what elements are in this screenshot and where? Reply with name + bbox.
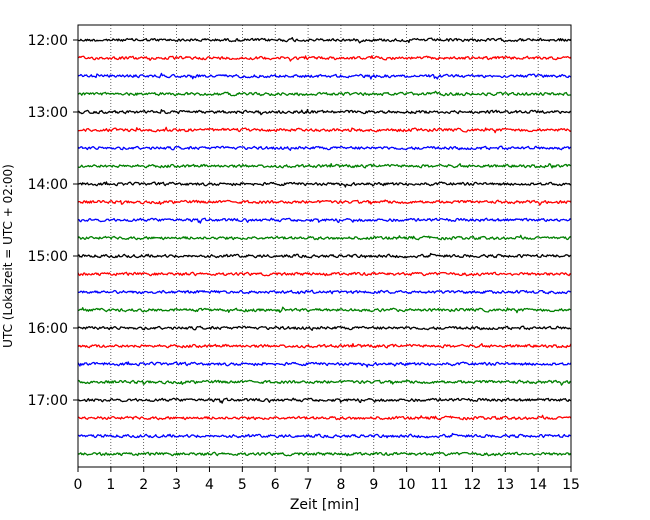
x-tick-label: 5 [238, 477, 247, 493]
plot-frame [77, 24, 572, 468]
x-tick-label: 11 [431, 477, 449, 493]
seismic-trace [77, 343, 572, 349]
traces [77, 37, 572, 457]
seismic-trace [77, 126, 572, 134]
x-axis-label: Zeit [min] [290, 497, 359, 513]
seismic-trace [77, 55, 572, 62]
seismic-trace [77, 163, 572, 169]
seismic-trace [77, 199, 572, 206]
seismic-trace [77, 414, 572, 421]
seismic-trace [77, 37, 572, 44]
x-tick-label: 12 [463, 477, 481, 493]
seismic-trace [77, 90, 572, 97]
seismic-trace [77, 289, 572, 295]
seismic-trace [77, 234, 572, 241]
x-ticks: 0 1 2 3 4 5 6 7 8 9 10 11 12 13 14 15 [74, 467, 580, 493]
seismic-trace [77, 306, 572, 314]
x-tick-label: 2 [139, 477, 148, 493]
x-tick-label: 14 [529, 477, 547, 493]
x-tick-label: 8 [336, 477, 345, 493]
seismic-trace [77, 361, 572, 368]
seismic-trace [77, 397, 572, 404]
y-tick-label: 14:00 [28, 177, 68, 193]
seismic-trace [77, 108, 572, 116]
y-tick-label: 15:00 [28, 249, 68, 265]
seismic-trace [77, 252, 572, 259]
y-tick-label: 17:00 [28, 393, 68, 409]
x-tick-label: 1 [106, 477, 115, 493]
x-tick-label: 4 [205, 477, 214, 493]
seismic-trace [77, 72, 572, 80]
seismic-trace [77, 217, 572, 224]
seismic-trace [77, 379, 572, 386]
x-tick-label: 15 [562, 477, 580, 493]
seismic-trace [77, 325, 572, 331]
seismic-trace [77, 271, 572, 277]
x-tick-label: 9 [369, 477, 378, 493]
x-tick-label: 10 [398, 477, 416, 493]
y-ticks: 12:00 13:00 14:00 15:00 16:00 17:00 [28, 33, 78, 409]
x-tick-label: 0 [74, 477, 83, 493]
seismic-trace [77, 451, 572, 457]
seismic-trace [77, 181, 572, 188]
y-tick-label: 12:00 [28, 33, 68, 49]
x-tick-label: 13 [496, 477, 514, 493]
y-tick-label: 16:00 [28, 321, 68, 337]
x-tick-label: 3 [172, 477, 181, 493]
y-axis-label: UTC (Lokalzeit = UTC + 02:00) [1, 164, 15, 348]
x-tick-label: 6 [271, 477, 280, 493]
y-tick-label: 13:00 [28, 105, 68, 121]
seismic-trace [77, 145, 572, 151]
seismic-trace [77, 432, 572, 439]
x-tick-label: 7 [304, 477, 313, 493]
